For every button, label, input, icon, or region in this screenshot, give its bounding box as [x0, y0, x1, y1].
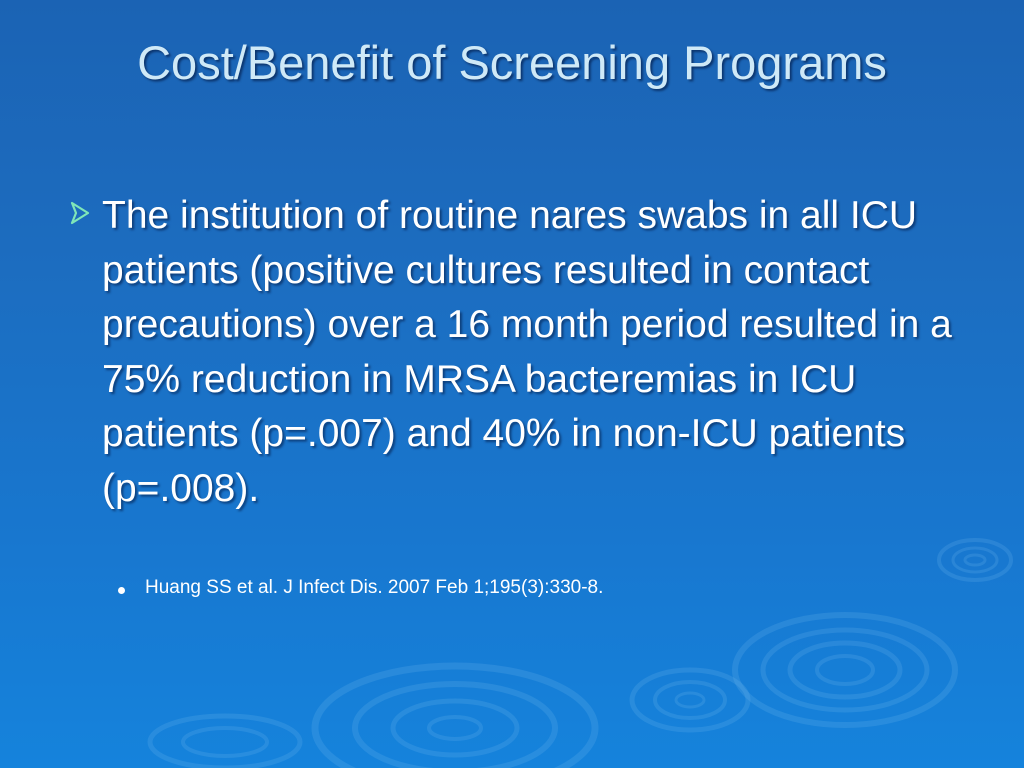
slide-title: Cost/Benefit of Screening Programs	[137, 36, 887, 89]
bullet-text: The institution of routine nares swabs i…	[102, 194, 952, 510]
sub-bullet-dot-icon	[118, 587, 125, 594]
citation-text: Huang SS et al. J Infect Dis. 2007 Feb 1…	[145, 577, 604, 598]
arrow-bullet-icon	[70, 201, 90, 225]
